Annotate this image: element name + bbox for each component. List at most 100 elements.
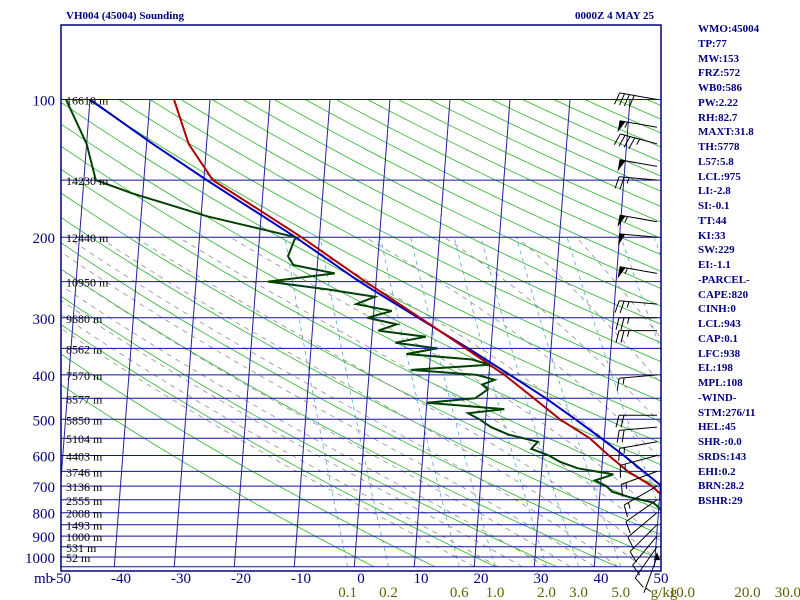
mixing-ratio-line: [410, 237, 496, 567]
wind-barb: [614, 300, 658, 314]
index-item: CAPE:820: [698, 288, 749, 301]
index-item: LCL:943: [698, 318, 741, 330]
moist-adiabat: [66, 236, 619, 568]
mixing-ratio-line: [515, 237, 622, 567]
wind-barb: [613, 133, 658, 149]
index-item: BRN:28.2: [698, 480, 745, 493]
height-label: 3746 m: [66, 465, 103, 479]
mixing-ratio-line: [480, 237, 579, 567]
dry-adiabat: [242, 99, 661, 307]
height-label: 1493 m: [66, 519, 103, 533]
height-label: 10950 m: [66, 276, 109, 290]
wind-barb: [627, 512, 658, 549]
height-label: 9680 m: [66, 312, 103, 326]
wind-barb: [614, 92, 658, 108]
temperature-tick-label: -40: [111, 571, 131, 587]
index-item: STM:276/11: [698, 406, 756, 419]
pressure-tick-label: 1000: [25, 551, 55, 567]
wind-barb: [625, 499, 658, 534]
moist-adiabat: [98, 236, 643, 568]
pressure-tick-label: 700: [33, 480, 56, 496]
wind-barb: [618, 233, 658, 246]
index-item: EHI:0.2: [698, 465, 736, 478]
index-item: SHR-:0.0: [698, 436, 742, 448]
isotherm: [61, 99, 91, 486]
pressure-tick-label: 200: [33, 231, 56, 247]
index-item: TH:5778: [698, 141, 740, 153]
moist-adiabat: [61, 268, 571, 568]
index-item: RH:82.7: [698, 111, 738, 124]
height-label: 4403 m: [66, 450, 103, 464]
wind-barb: [634, 546, 658, 588]
height-label: 2555 m: [66, 494, 103, 508]
isotherm: [233, 99, 271, 567]
temperature-tick-label: 10: [414, 571, 429, 587]
height-label: 531 m: [66, 541, 97, 555]
dry-adiabat: [180, 99, 661, 344]
index-item: BSHR:29: [698, 495, 743, 507]
index-item: EI:-1.1: [698, 259, 731, 271]
sounding-time: 0000Z 4 MAY 25: [575, 10, 654, 22]
height-label: 52 m: [66, 551, 91, 565]
index-item: WMO:45004: [698, 23, 760, 35]
mixing-ratio-label: 3.0: [569, 585, 588, 600]
index-item: SW:229: [698, 244, 735, 257]
height-label: 7570 m: [66, 369, 103, 383]
mixing-ratio-line: [453, 237, 547, 567]
moist-adiabat: [443, 236, 661, 425]
mixing-ratio-label: 2.0: [537, 585, 556, 600]
temperature-tick-label: 20: [474, 571, 489, 587]
moist-adiabat: [61, 314, 499, 568]
index-item: LFC:938: [698, 347, 741, 360]
mixing-ratio-line: [380, 237, 460, 567]
mb-unit-label: mb: [34, 571, 53, 587]
moist-adiabat: [61, 327, 475, 568]
mixing-ratio-line: [620, 237, 661, 352]
diagram-grid: [61, 99, 661, 568]
index-item: L57:5.8: [698, 155, 734, 168]
isotherm: [353, 99, 391, 567]
plot-border: [60, 24, 662, 572]
index-item: FRZ:572: [698, 67, 741, 80]
mixing-ratio-label: 0.1: [338, 585, 357, 600]
temperature-tick-label: -20: [231, 571, 251, 587]
mixing-ratio-label: 10.0: [669, 585, 695, 600]
dry-adiabat: [61, 242, 661, 561]
dry-adiabat: [61, 295, 557, 568]
height-label: 2008 m: [66, 507, 103, 521]
moist-adiabat: [178, 236, 661, 542]
dry-adiabat: [61, 324, 496, 568]
dewpoint-trace: [65, 99, 661, 511]
dry-adiabat: [61, 168, 661, 488]
wind-barb: [616, 374, 658, 391]
parcel-trace: [89, 98, 661, 487]
mixing-ratio-label: 1.0: [486, 585, 505, 600]
moist-adiabat: [61, 251, 595, 568]
mixing-ratio-label: 0.2: [379, 585, 398, 600]
isotherm: [413, 99, 451, 567]
wind-barb: [615, 414, 657, 428]
pressure-tick-label: 500: [33, 413, 56, 429]
dry-adiabat: [61, 123, 661, 444]
height-label: 3136 m: [66, 480, 103, 494]
dry-adiabat: [118, 99, 661, 382]
index-item: -PARCEL-: [698, 273, 750, 286]
pressure-tick-label: 100: [33, 94, 56, 110]
dry-adiabat: [61, 192, 661, 512]
mixing-ratio-line: [319, 237, 389, 567]
wind-barb: [618, 441, 658, 461]
moist-adiabat: [229, 236, 661, 518]
height-label: 5104 m: [66, 432, 103, 446]
height-label: 5850 m: [66, 413, 103, 427]
pressure-tick-label: 900: [33, 530, 56, 546]
index-item: MAXT:31.8: [698, 126, 754, 139]
moist-adiabat: [364, 236, 661, 460]
wind-barb: [617, 214, 658, 227]
surface-wind-marker: [654, 552, 660, 560]
wind-barb: [620, 470, 658, 497]
pressure-tick-label: 800: [33, 507, 56, 523]
index-item: SRDS:143: [698, 450, 747, 463]
dry-adiabat: [211, 99, 661, 325]
dry-adiabat: [274, 99, 661, 290]
mixing-ratio-label: 30.0: [775, 585, 800, 600]
